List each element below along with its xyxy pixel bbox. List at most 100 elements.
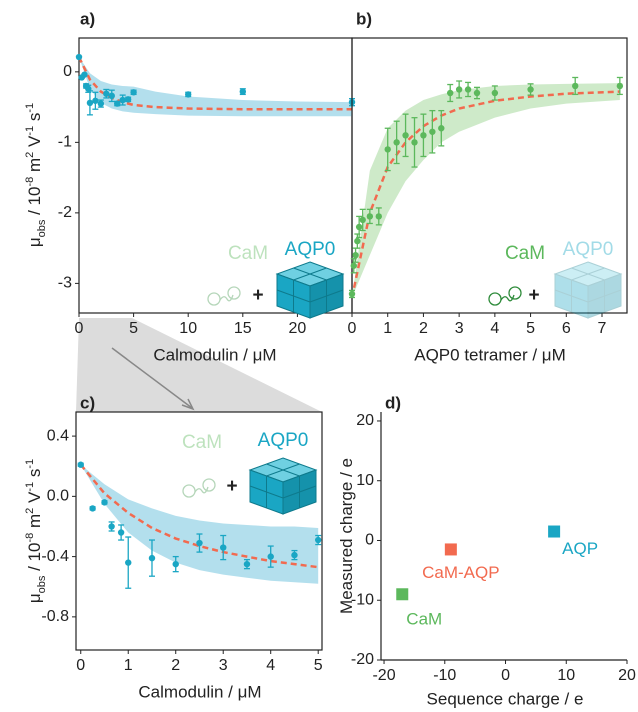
x-tick-label: 10 <box>179 320 197 337</box>
lobe <box>207 292 221 306</box>
y-axis-label-part: V <box>25 491 44 508</box>
inset-plus: + <box>226 476 237 497</box>
lobe <box>488 292 502 306</box>
y-axis-label-part: s <box>25 469 44 482</box>
y-axis-label-part: 2 <box>24 152 36 158</box>
y-axis-label-part: -8 <box>24 177 36 187</box>
y-axis-label-part: obs <box>36 575 48 593</box>
y-tick-label: -2 <box>58 204 72 221</box>
cube-edge <box>571 267 605 281</box>
y-axis-label: μobs / 10-8 m2 V-1 s-1 <box>24 459 48 603</box>
confidence-band <box>79 57 352 117</box>
cube-edge <box>554 289 589 303</box>
y-tick-label: 0.4 <box>47 427 69 444</box>
y-axis-label-part: V <box>25 135 44 152</box>
y-axis-label-part: m <box>25 514 44 533</box>
cube-edge <box>293 267 327 281</box>
aqp0-cube-icon <box>248 457 318 515</box>
data-point <box>220 544 227 551</box>
y-axis-label-part: / 10 <box>25 187 44 220</box>
panel-label: c) <box>80 393 95 412</box>
y-axis-label-part: -1 <box>24 482 36 492</box>
inset-plus: + <box>528 285 539 306</box>
y-tick-label: 20 <box>356 412 374 429</box>
data-point <box>103 90 110 97</box>
plot-frame <box>351 37 628 314</box>
point-label: CaM-AQP <box>422 563 499 582</box>
data-point <box>86 99 94 107</box>
x-tick-label: 2 <box>419 320 428 337</box>
data-point <box>108 523 115 530</box>
y-tick-label: -1 <box>58 134 72 151</box>
inset-label: CaM <box>182 432 222 453</box>
confidence-band <box>80 464 319 584</box>
panel-label: a) <box>80 9 95 28</box>
x-tick-label: 7 <box>598 320 607 337</box>
y-tick-label: 0 <box>63 63 72 80</box>
data-point <box>77 461 84 468</box>
x-tick-label: 3 <box>455 320 464 337</box>
data-point <box>267 553 274 560</box>
point-label: CaM <box>406 610 442 629</box>
data-point <box>89 505 96 512</box>
data-point <box>75 53 83 61</box>
x-tick-label: 0 <box>75 320 84 337</box>
y-axis-label-part: -8 <box>24 533 36 543</box>
x-tick-label: 0 <box>76 657 85 674</box>
panel-label: d) <box>385 393 401 412</box>
data-point <box>81 71 88 78</box>
linker <box>500 294 515 302</box>
y-axis-label-part: -1 <box>24 459 36 469</box>
data-point <box>185 91 192 98</box>
cube-edge <box>571 267 605 281</box>
zoom-region <box>76 318 322 412</box>
aqp0-cube-icon <box>553 261 623 319</box>
data-point <box>124 96 132 103</box>
x-tick-label: 3 <box>219 657 228 674</box>
data-point <box>130 89 137 96</box>
y-axis-label-part: m <box>25 158 44 177</box>
x-axis-label: Sequence charge / e <box>427 689 584 708</box>
aqp0-cube-icon <box>275 261 345 319</box>
data-point <box>108 92 115 100</box>
x-tick-label: -10 <box>433 667 456 684</box>
y-tick-label: -0.8 <box>41 608 69 625</box>
y-axis-label-part: s <box>25 113 44 126</box>
y-axis-label-part: 2 <box>24 508 36 514</box>
cube-top <box>553 261 623 287</box>
y-axis-label-part: -1 <box>24 126 36 136</box>
x-tick-label: 5 <box>129 320 138 337</box>
data-point <box>291 551 298 559</box>
plot-frame <box>75 411 323 651</box>
lobe <box>227 286 241 300</box>
linker <box>194 486 209 494</box>
y-tick-label: -0.4 <box>41 548 69 565</box>
inset-label: CaM <box>505 243 545 264</box>
lobe <box>202 478 216 492</box>
x-tick-label: -20 <box>372 667 395 684</box>
x-tick-label: 20 <box>289 320 307 337</box>
fit-line <box>77 56 352 111</box>
data-point <box>85 85 92 92</box>
inset-label: AQP0 <box>258 430 309 451</box>
x-tick-label: 10 <box>557 667 575 684</box>
x-tick-label: 1 <box>124 657 133 674</box>
inset-label: CaM <box>228 243 268 264</box>
data-point <box>101 499 108 506</box>
cube-edge <box>266 463 300 477</box>
data-point <box>239 88 246 95</box>
y-axis-label: μobs / 10-8 m2 V-1 s-1 <box>24 103 48 247</box>
cube-right <box>587 273 622 319</box>
y-tick-label: -20 <box>351 651 374 668</box>
data-point <box>172 560 179 568</box>
confidence-band <box>352 83 620 298</box>
y-tick-label: -10 <box>351 591 374 608</box>
data-point <box>97 100 105 107</box>
x-tick-label: 2 <box>171 657 180 674</box>
inset-label: AQP0 <box>563 239 614 260</box>
x-tick-label: 1 <box>383 320 392 337</box>
data-square <box>444 543 457 556</box>
x-tick-label: 6 <box>562 320 571 337</box>
point-label: AQP <box>562 539 598 558</box>
data-point <box>117 529 125 536</box>
